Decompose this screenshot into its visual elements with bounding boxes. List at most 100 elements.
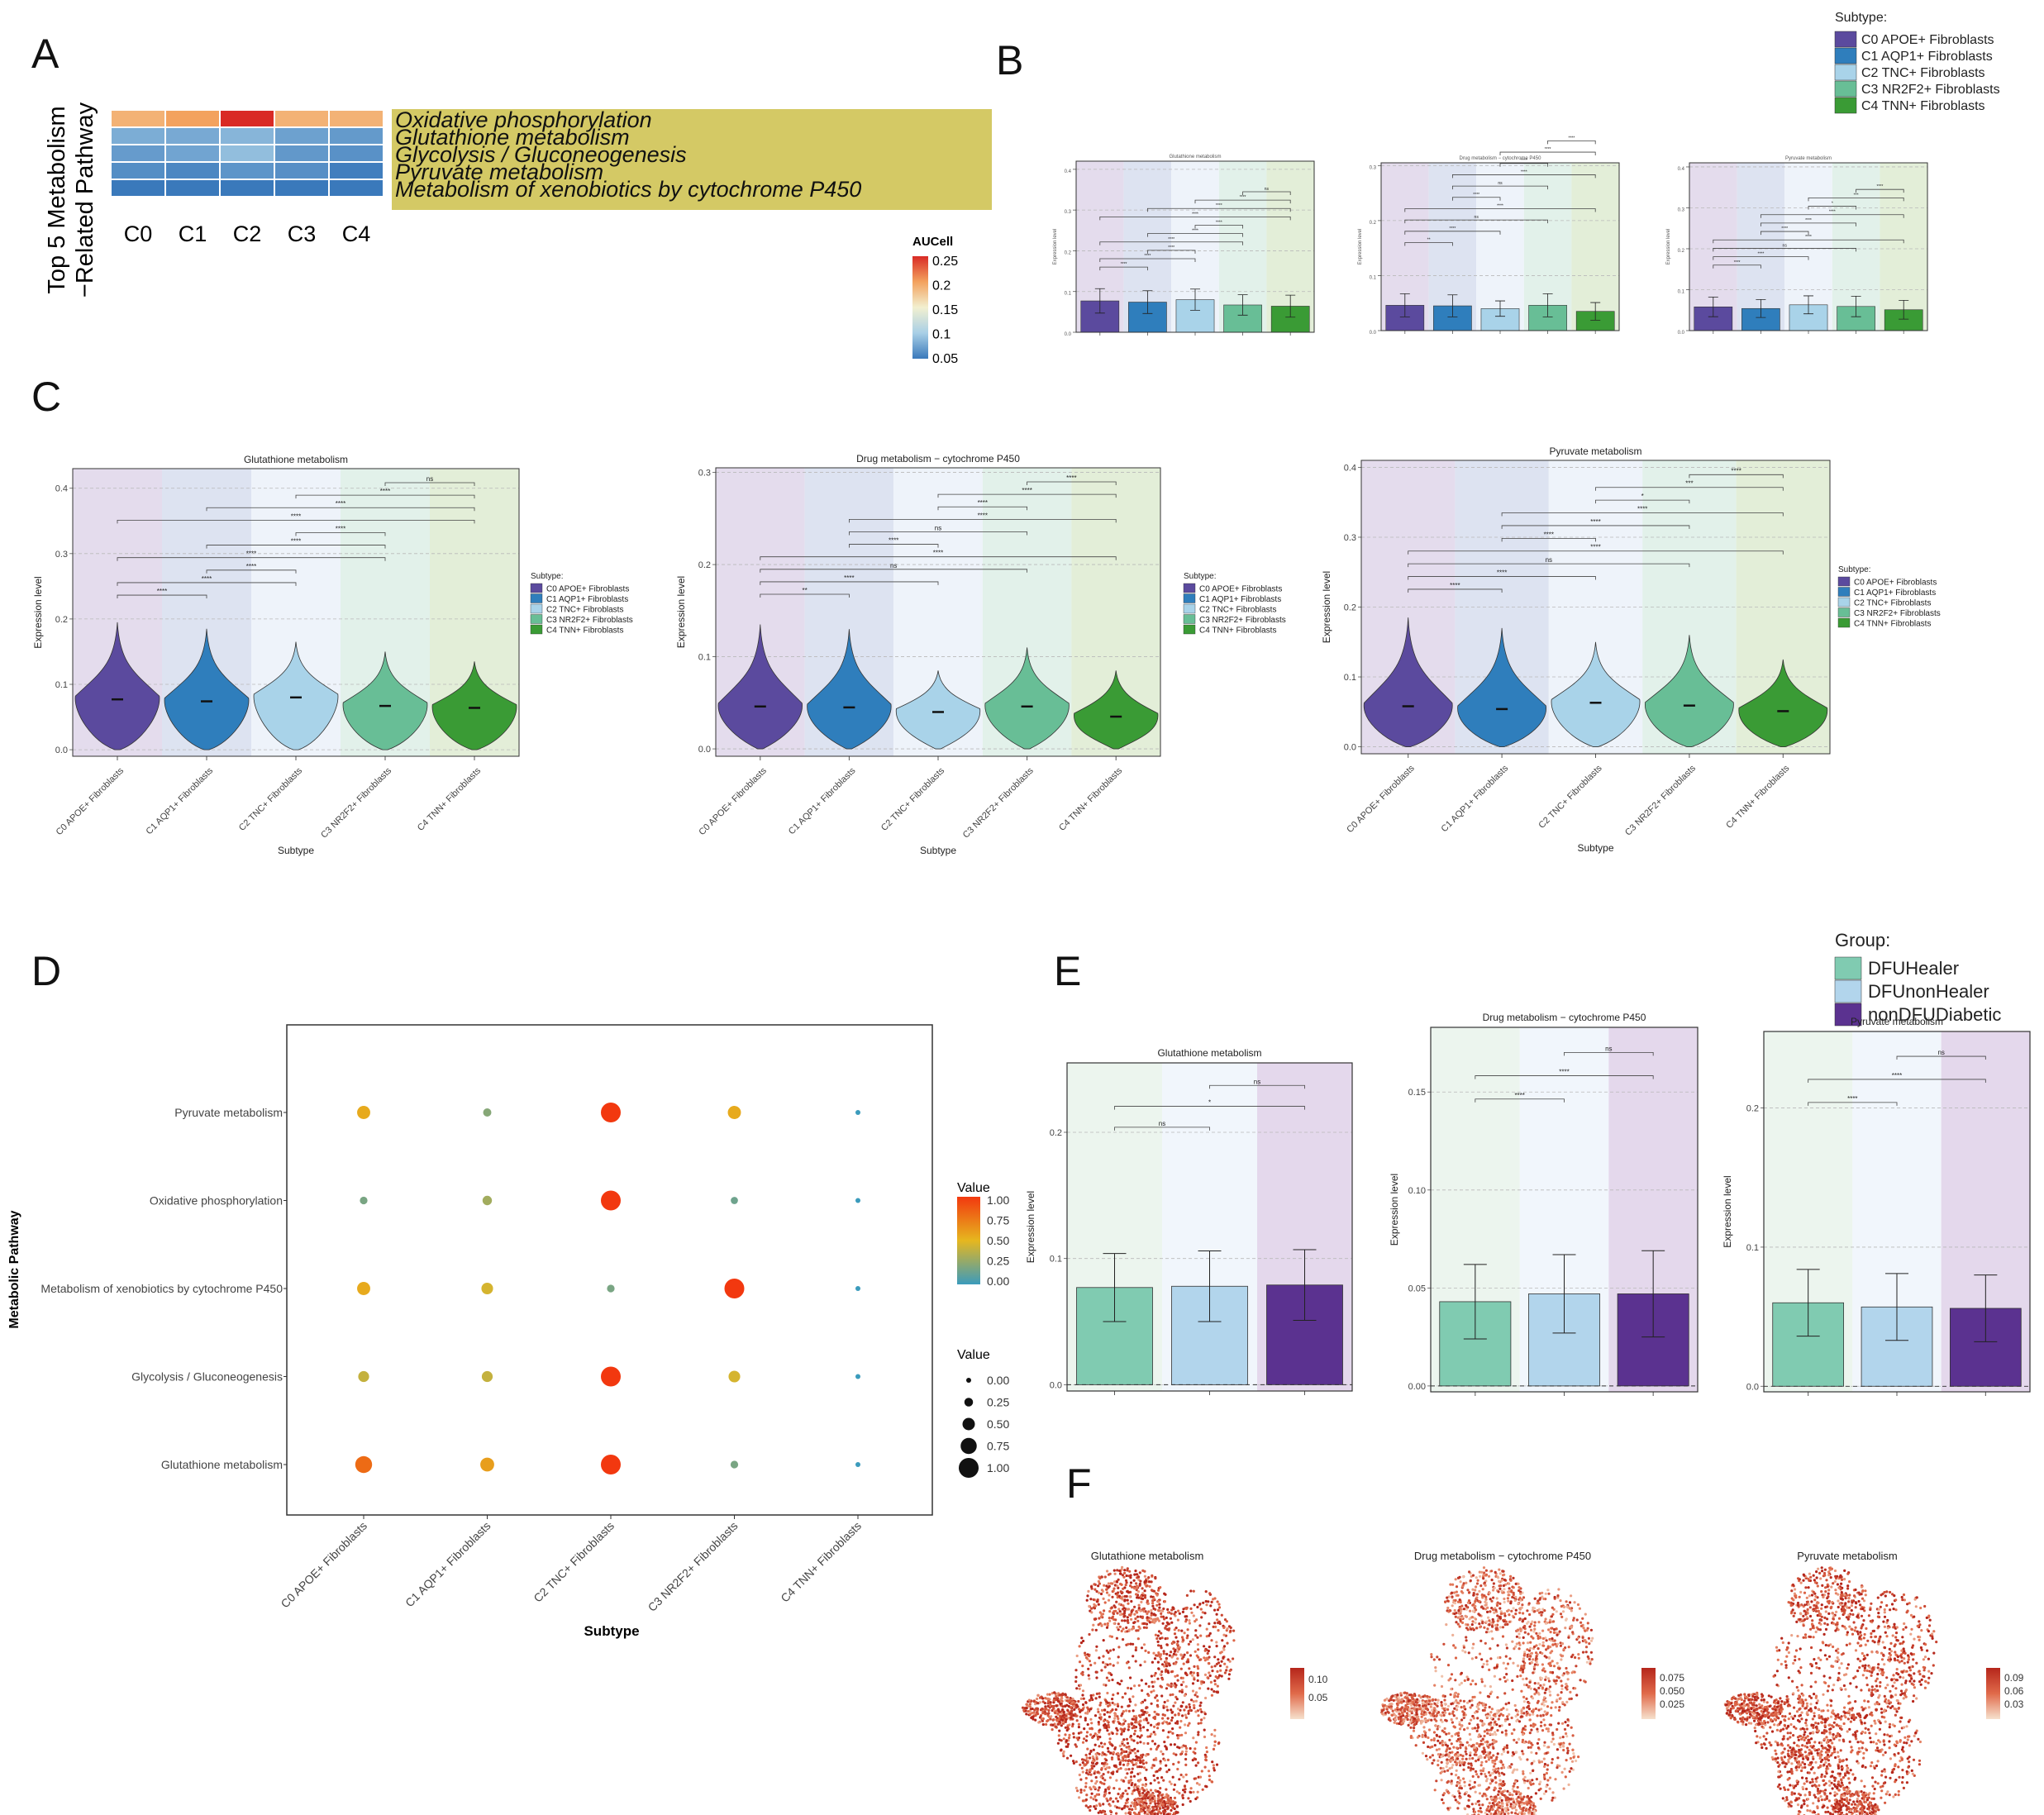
bar-b1-bracket — [1242, 191, 1291, 195]
umap-point — [1170, 1716, 1174, 1719]
umap-point — [1151, 1793, 1155, 1796]
umap-point — [1184, 1788, 1187, 1791]
heatmap-title-line-1: Top 5 Metabolism — [44, 106, 70, 293]
umap-point — [1458, 1761, 1461, 1765]
umap-point — [1145, 1768, 1148, 1771]
umap-point — [1136, 1750, 1140, 1753]
violin-c2-bracket — [849, 518, 1117, 523]
bar-b3-significance-label: **** — [1734, 260, 1741, 265]
umap-point — [1087, 1806, 1090, 1809]
umap-point — [1126, 1764, 1129, 1767]
umap-point — [1151, 1685, 1155, 1689]
umap-point — [1201, 1680, 1204, 1684]
umap-point — [1440, 1703, 1443, 1707]
violin-c2-legend-label: C0 APOE+ Fibroblasts — [1199, 585, 1282, 594]
umap-point — [1521, 1731, 1524, 1734]
umap-point — [1484, 1600, 1487, 1603]
heatmap-column-label: C2 — [233, 222, 262, 246]
umap-point — [1429, 1705, 1432, 1708]
umap-point — [1450, 1742, 1453, 1746]
umap-point — [1490, 1708, 1494, 1711]
umap-point — [1084, 1653, 1087, 1656]
violin-c2-xtick-label-group: C3 NR2F2+ Fibroblasts — [961, 765, 1036, 840]
bar-b1-bracket — [1147, 250, 1196, 254]
umap-point — [1496, 1729, 1499, 1732]
umap-point — [1476, 1723, 1479, 1727]
bar-b2-bracket — [1404, 231, 1501, 235]
umap-point — [1132, 1695, 1135, 1698]
umap-point — [1472, 1642, 1475, 1646]
umap-point — [1187, 1709, 1190, 1713]
umap-point — [1558, 1706, 1561, 1709]
umap-point — [1522, 1733, 1525, 1736]
umap-point — [1165, 1652, 1169, 1655]
umap-point — [1217, 1661, 1221, 1665]
umap-point — [1097, 1579, 1100, 1583]
subtype-legend-label: C1 AQP1+ Fibroblasts — [1861, 50, 1993, 64]
violin-c1-significance-label: **** — [246, 550, 256, 558]
umap-point — [1097, 1603, 1100, 1606]
umap-point — [1138, 1582, 1141, 1586]
umap-point — [1418, 1707, 1422, 1710]
umap-point — [1488, 1809, 1491, 1813]
umap-point — [1107, 1586, 1110, 1589]
umap-point — [1122, 1710, 1125, 1713]
umap-point — [1563, 1767, 1566, 1770]
umap-point — [1432, 1738, 1436, 1742]
umap-point — [1511, 1595, 1514, 1599]
umap-point — [1441, 1711, 1445, 1714]
umap-point — [1222, 1648, 1226, 1651]
umap-point — [1086, 1594, 1089, 1598]
umap-point — [1091, 1755, 1094, 1759]
umap-point — [1464, 1808, 1467, 1811]
umap-point — [1538, 1760, 1541, 1764]
umap-point — [1436, 1727, 1439, 1731]
umap-point — [1529, 1628, 1533, 1632]
umap-point — [1108, 1662, 1112, 1666]
umap-point — [1207, 1770, 1211, 1773]
violin-c1-xlabel: Subtype — [278, 845, 314, 856]
umap-point — [1188, 1703, 1191, 1706]
umap-point — [1107, 1750, 1110, 1753]
umap-point — [1542, 1757, 1546, 1760]
umap-point — [1147, 1651, 1151, 1654]
umap-point — [1098, 1731, 1101, 1734]
umap-point — [1388, 1699, 1391, 1703]
umap-point — [1591, 1636, 1594, 1640]
umap-point — [1431, 1754, 1434, 1757]
umap-point — [1120, 1568, 1123, 1571]
bar-b3-bracket — [1713, 256, 1809, 260]
umap-point — [1113, 1787, 1116, 1790]
umap-point — [1193, 1777, 1196, 1780]
dot-plot-frame — [286, 1024, 933, 1516]
umap-point — [1093, 1714, 1098, 1717]
umap-point — [1484, 1620, 1488, 1623]
umap-point — [1077, 1732, 1080, 1735]
umap-point — [1111, 1772, 1114, 1775]
group-legend-label: DFUHealer — [1868, 958, 1959, 979]
violin-c2-bracket — [760, 593, 850, 598]
umap-point — [1459, 1699, 1462, 1703]
bar-b3-errorbar — [1851, 296, 1861, 317]
umap-point — [1535, 1751, 1538, 1755]
umap-point — [1522, 1695, 1526, 1698]
umap-point — [1172, 1762, 1175, 1766]
umap-point — [1184, 1716, 1188, 1719]
umap-point — [1543, 1741, 1546, 1744]
bar-b1-tick-label: 0.3 — [1065, 210, 1072, 215]
umap-point — [1481, 1750, 1484, 1753]
umap-point — [1136, 1629, 1140, 1632]
umap-point — [1522, 1678, 1525, 1681]
umap-point — [1043, 1710, 1046, 1713]
umap-point — [1409, 1726, 1413, 1729]
umap-point — [1111, 1708, 1114, 1712]
umap-point — [1440, 1760, 1443, 1764]
umap-point — [1114, 1708, 1117, 1712]
bar-b1-bracket — [1194, 225, 1243, 229]
umap-point — [1462, 1706, 1465, 1709]
umap-point — [1142, 1726, 1146, 1729]
umap-point — [1131, 1808, 1134, 1811]
umap-point — [1102, 1655, 1105, 1658]
umap-point — [1203, 1753, 1207, 1756]
umap-point — [1132, 1579, 1136, 1582]
